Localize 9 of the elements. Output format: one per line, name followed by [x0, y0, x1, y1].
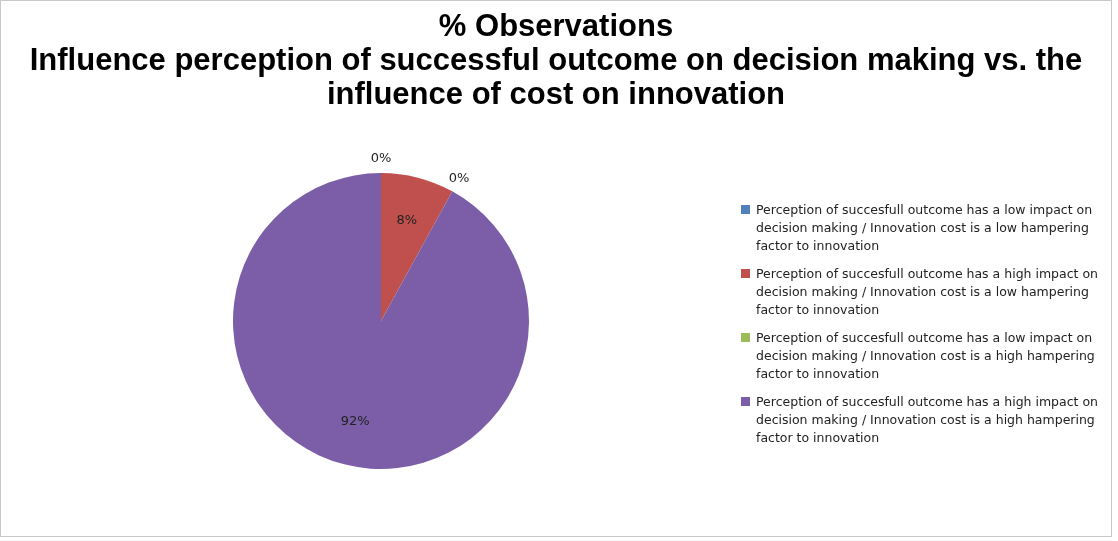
legend-label: Perception of succesfull outcome has a low impact on decision making / Innovation cost is a low hampering factor to innovation — [756, 201, 1094, 255]
text: 0% — [370, 150, 392, 166]
legend-label: Perception of succesfull outcome has a high impact on decision making / Innovation cost is a low hampering factor to innovation — [756, 265, 1100, 319]
data-label: 92% — [340, 412, 370, 428]
legend-label: Perception of succesfull outcome has a low impact on decision making / Innovation cost is a high hampering factor to innovation — [756, 329, 1096, 383]
legend-label: Perception of succesfull outcome has a high impact on decision making / Innovation cost is a high hampering factor to innovation — [756, 393, 1100, 447]
text: 0% — [448, 170, 470, 186]
chart-title: % Observations Influence perception of successful outcome on decision making vs. the influence of cost on innovation — [28, 8, 1084, 111]
data-label: 8% — [396, 212, 418, 228]
